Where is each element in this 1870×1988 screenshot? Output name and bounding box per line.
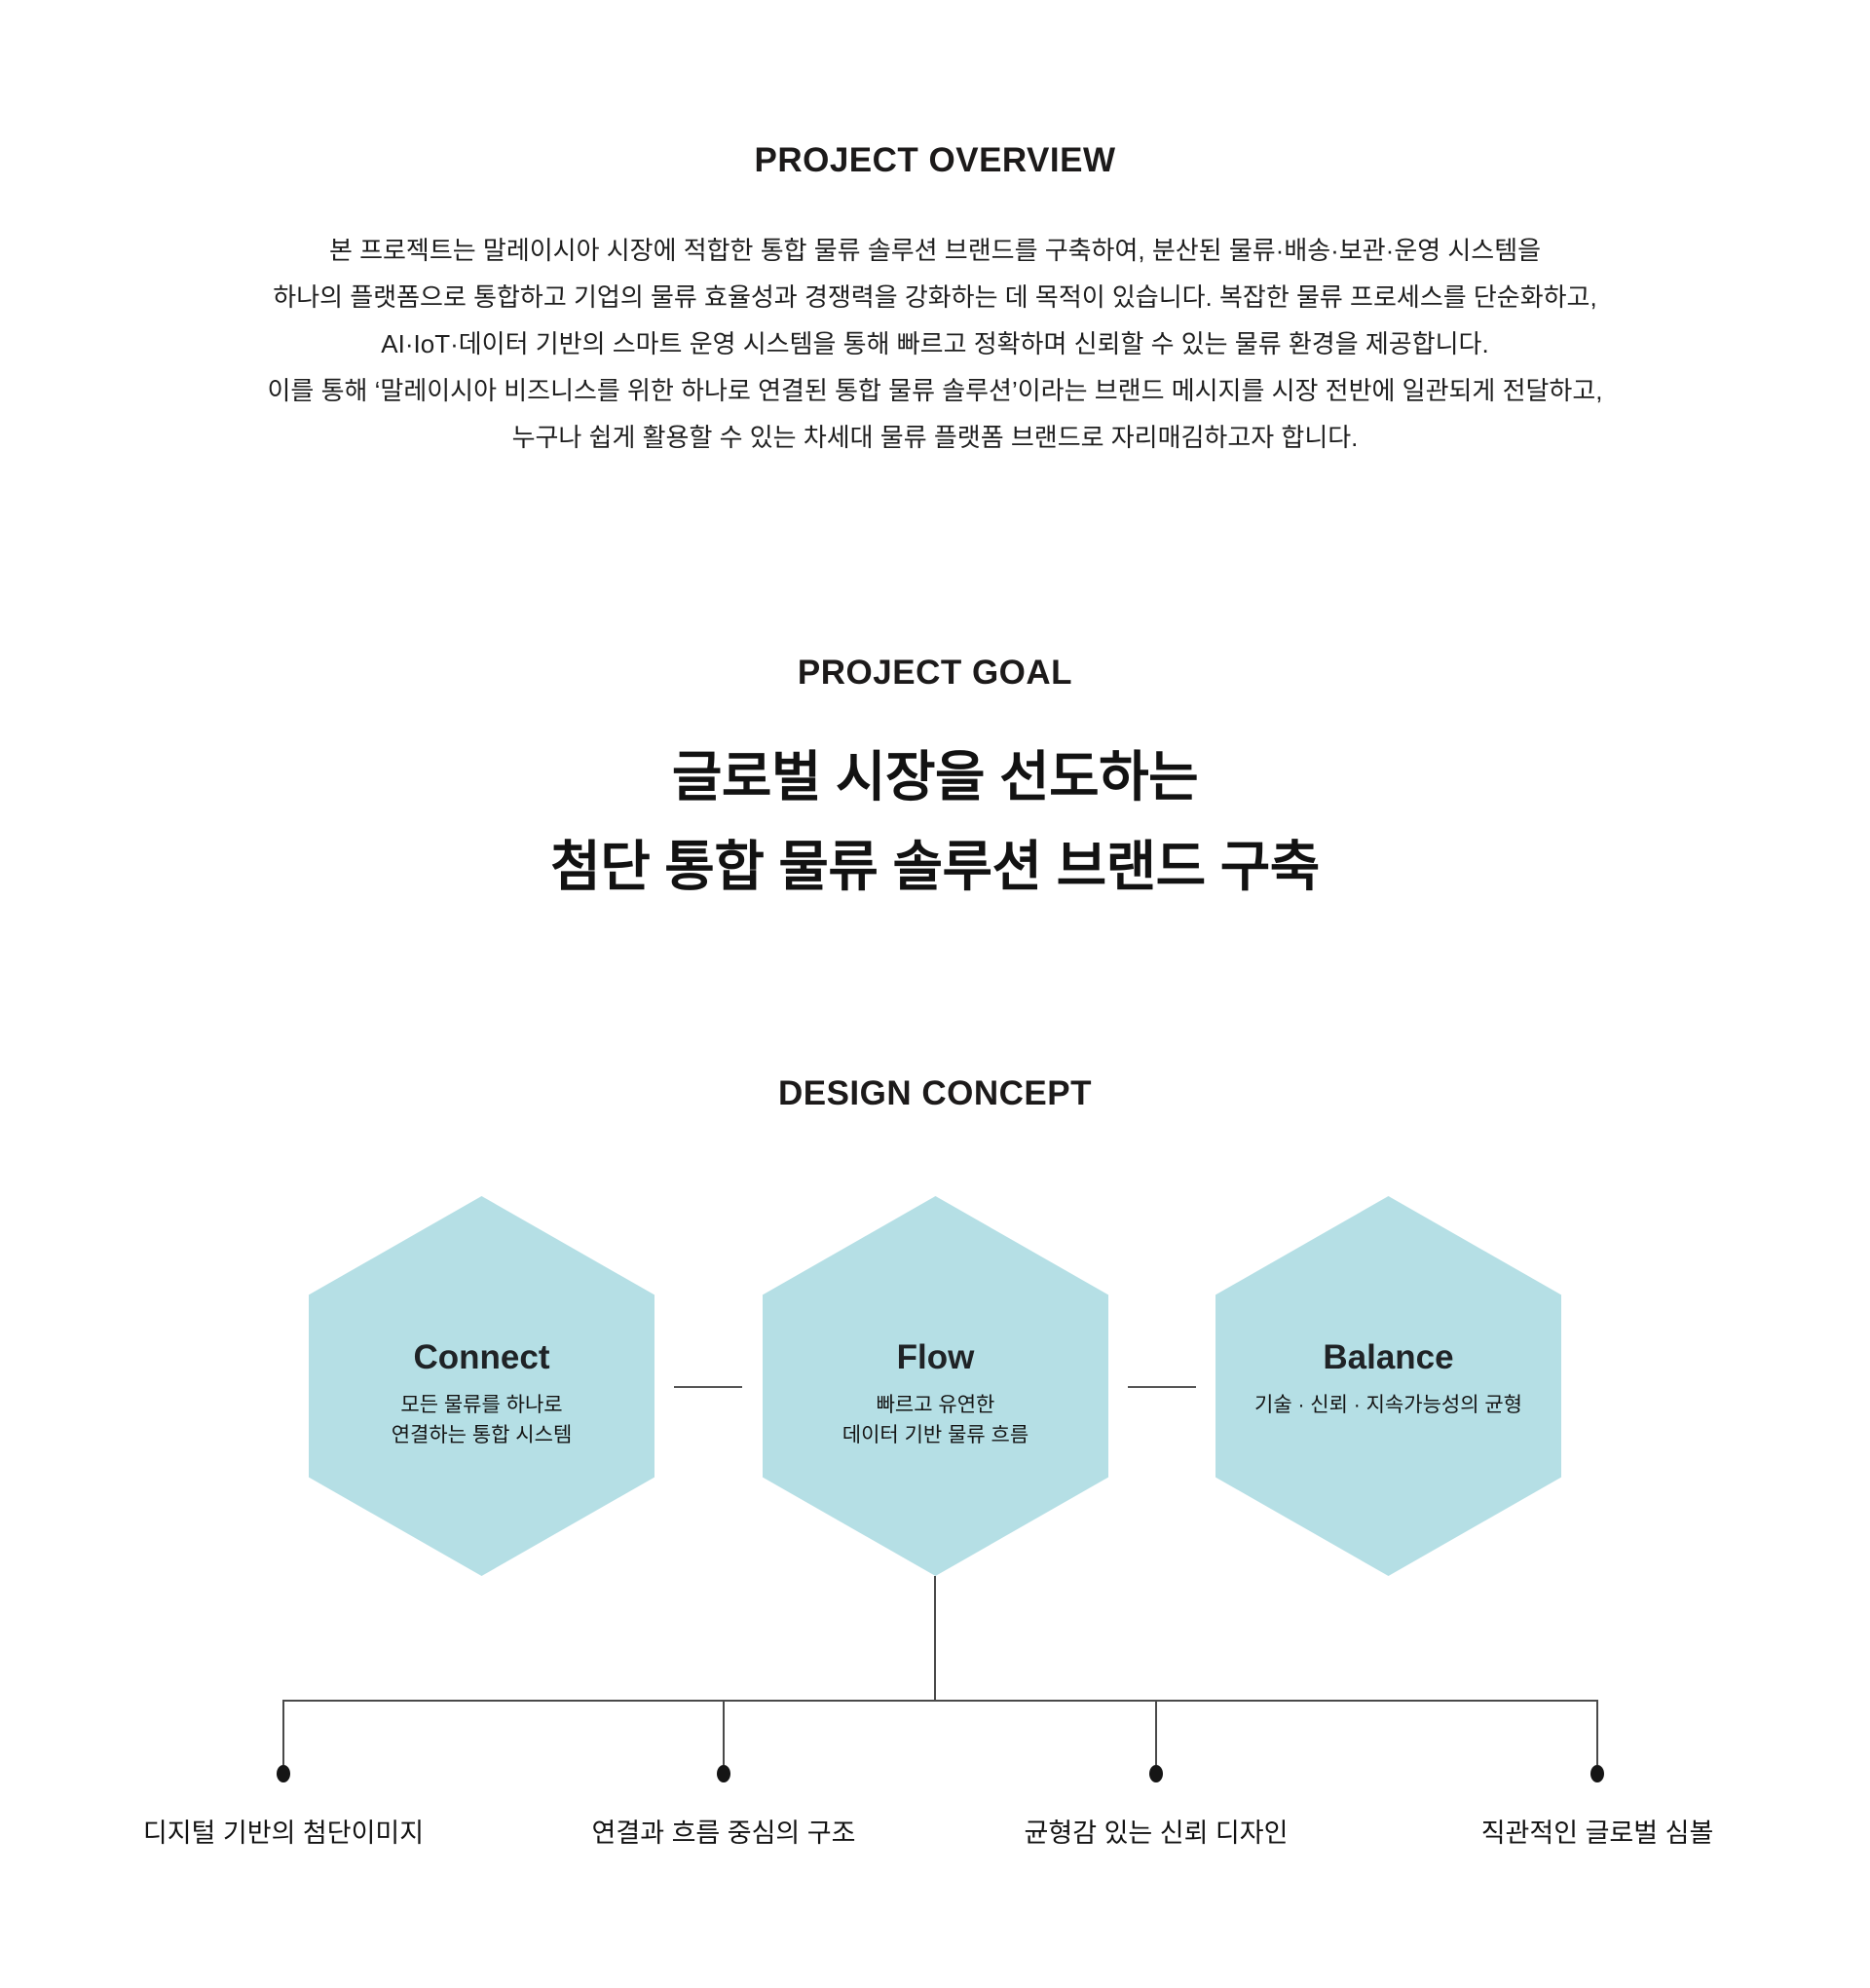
tree-branch-line-2 [723,1702,725,1765]
keyword-item-3: 균형감 있는 신뢰 디자인 [1024,1819,1289,1848]
tree-stem-line [934,1576,936,1700]
hexagon-balance-content: Balance 기술 · 신뢰 · 지속가능성의 균형 [1216,1337,1561,1420]
tree-branch-line-4 [1596,1702,1598,1765]
hexagon-balance-title: Balance [1323,1338,1454,1376]
hexagon-connect: Connect 모든 물류를 하나로 연결하는 통합 시스템 [309,1196,654,1576]
overview-heading: PROJECT OVERVIEW [754,141,1116,179]
tree-branch-line-3 [1155,1702,1157,1765]
branch-bullet-icon-4 [1590,1765,1604,1782]
overview-paragraph: 본 프로젝트는 말레이시아 시장에 적합한 통합 물류 솔루션 브랜드를 구축하… [267,236,1603,452]
keyword-item-4: 직관적인 글로벌 심볼 [1480,1819,1714,1848]
hexagon-flow-description: 빠르고 유연한 데이터 기반 물류 흐름 [842,1394,1029,1446]
branch-bullet-icon-1 [277,1765,290,1782]
hexagon-connect-content: Connect 모든 물류를 하나로 연결하는 통합 시스템 [309,1337,654,1450]
branch-bullet-icon-3 [1149,1765,1163,1782]
goal-statement: 글로벌 시장을 선도하는 첨단 통합 물류 솔루션 브랜드 구축 [550,746,1320,897]
hex-connector-line-1 [674,1386,742,1388]
tree-branch-line-1 [282,1702,284,1765]
hexagon-connect-title: Connect [413,1338,550,1376]
hexagon-connect-description: 모든 물류를 하나로 연결하는 통합 시스템 [391,1394,573,1446]
hexagon-flow-content: Flow 빠르고 유연한 데이터 기반 물류 흐름 [763,1337,1108,1450]
keyword-item-2: 연결과 흐름 중심의 구조 [591,1819,856,1848]
goal-heading: PROJECT GOAL [797,654,1073,692]
concept-heading: DESIGN CONCEPT [777,1074,1093,1112]
hexagon-flow: Flow 빠르고 유연한 데이터 기반 물류 흐름 [763,1196,1108,1576]
hexagon-balance-description: 기술 · 신뢰 · 지속가능성의 균형 [1254,1394,1522,1416]
branch-bullet-icon-2 [717,1765,730,1782]
tree-horizontal-line [282,1700,1598,1702]
hexagon-balance: Balance 기술 · 신뢰 · 지속가능성의 균형 [1216,1196,1561,1576]
hex-connector-line-2 [1128,1386,1196,1388]
keyword-item-1: 디지털 기반의 첨단이미지 [142,1819,425,1848]
hexagon-flow-title: Flow [896,1338,975,1376]
